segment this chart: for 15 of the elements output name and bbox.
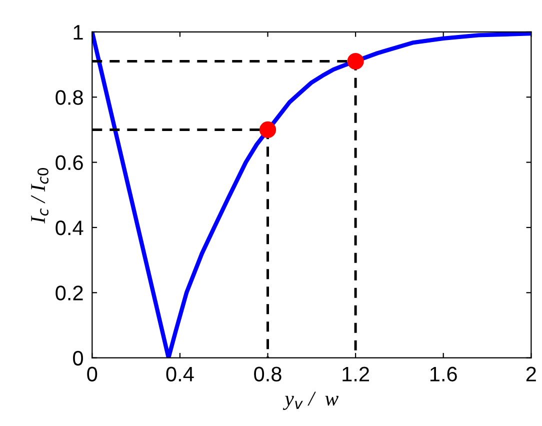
x-tick-label: 0 (87, 366, 98, 382)
y-tick-label: 0.6 (56, 155, 83, 170)
x-tick-label: 1.2 (342, 366, 369, 382)
y-tick-label: 0 (73, 350, 83, 366)
x-tick-label: 1.6 (430, 366, 457, 382)
x-tick-label: 2 (526, 366, 536, 382)
x-tick-label: 0.4 (166, 366, 194, 382)
y-tick-label: 1 (74, 25, 83, 40)
x-axis-title: y$_{v}$ / w (282, 392, 338, 410)
line-series (92, 32, 532, 358)
y-tick-label: 0.4 (56, 220, 84, 236)
y-tick-label: 0.2 (56, 286, 83, 300)
y-axis-title: I$_{c}$ / I$_{c0}$ (31, 168, 48, 224)
y-tick-label: 0.8 (56, 90, 83, 105)
x-tick-label: 0.8 (254, 366, 282, 382)
